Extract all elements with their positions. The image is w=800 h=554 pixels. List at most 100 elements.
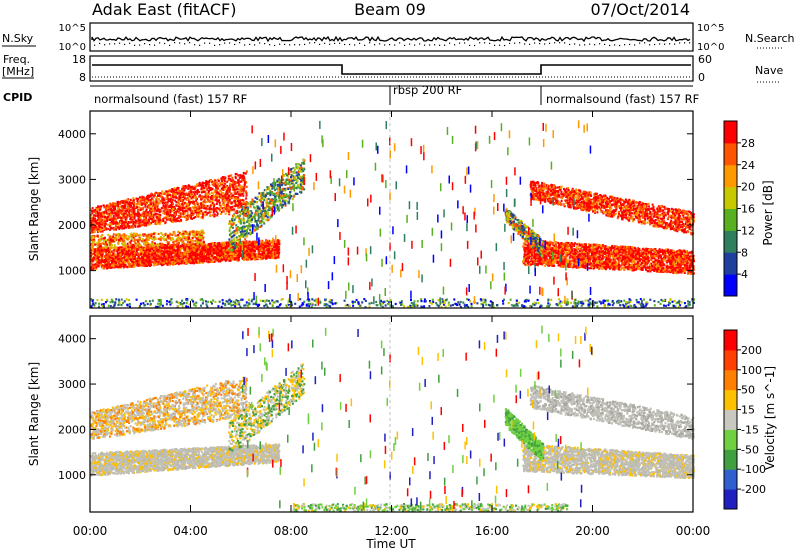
nsearch-dot xyxy=(504,44,506,47)
range-gate-cell xyxy=(194,208,197,212)
range-gate-cell xyxy=(184,244,187,247)
nsearch-dot xyxy=(629,43,631,45)
range-gate-cell xyxy=(197,213,200,216)
range-gate-cell xyxy=(199,256,202,259)
nsearch-dot xyxy=(239,42,241,44)
range-gate-cell xyxy=(260,242,263,245)
range-gate-cell xyxy=(203,255,206,258)
range-gate-cell xyxy=(179,262,182,265)
range-gate-cell xyxy=(203,251,206,254)
range-gate-cell xyxy=(160,193,163,196)
range-gate-cell xyxy=(224,255,227,258)
range-gate-cell xyxy=(145,221,147,225)
range-gate-cell xyxy=(189,247,192,250)
range-gate-cell xyxy=(259,245,262,248)
range-gate-cell xyxy=(103,206,105,209)
range-gate-cell xyxy=(191,206,194,209)
range-gate-cell xyxy=(143,249,146,252)
range-gate-cell xyxy=(102,204,105,207)
range-gate-cell xyxy=(223,247,226,250)
nsearch-dot xyxy=(459,42,461,44)
range-gate-cell xyxy=(114,248,117,251)
range-gate-cell xyxy=(156,206,159,210)
range-gate-cell xyxy=(180,190,183,193)
range-gate-cell xyxy=(202,261,205,264)
range-gate-cell xyxy=(267,249,269,252)
range-gate-cell xyxy=(229,184,232,187)
range-gate-cell xyxy=(238,202,240,205)
range-gate-cell xyxy=(122,247,125,250)
range-gate-cell xyxy=(186,253,189,257)
range-gate-cell xyxy=(120,220,123,223)
range-gate-cell xyxy=(126,208,129,212)
range-gate-cell xyxy=(248,256,251,259)
range-gate-cell xyxy=(230,201,233,204)
range-gate-cell xyxy=(137,215,140,218)
range-gate-cell xyxy=(165,253,167,256)
range-gate-cell xyxy=(223,256,226,259)
range-gate-cell xyxy=(243,186,246,189)
freq-right-tick-bottom: 0 xyxy=(698,71,705,84)
range-gate-cell xyxy=(225,242,228,245)
range-gate-cell xyxy=(145,197,148,200)
range-gate-cell xyxy=(106,216,109,219)
range-gate-cell xyxy=(178,211,181,214)
range-gate-cell xyxy=(132,197,135,200)
range-gate-cell xyxy=(104,264,107,267)
range-gate-cell xyxy=(121,262,124,266)
range-gate-cell xyxy=(235,254,237,257)
range-gate-cell xyxy=(213,244,216,247)
range-gate-cell xyxy=(119,256,122,259)
range-gate-cell xyxy=(251,245,254,248)
range-gate-cell xyxy=(119,246,122,249)
range-gate-cell xyxy=(273,253,276,256)
range-gate-cell xyxy=(117,207,120,210)
range-gate-cell xyxy=(229,252,232,255)
range-gate-cell xyxy=(206,205,209,208)
range-gate-cell xyxy=(183,210,186,213)
range-gate-cell xyxy=(212,196,215,199)
range-gate-cell xyxy=(154,212,157,215)
range-gate-cell xyxy=(137,225,140,228)
range-gate-cell xyxy=(203,245,206,248)
range-gate-cell xyxy=(222,246,225,250)
range-gate-cell xyxy=(275,256,278,259)
range-gate-cell xyxy=(213,242,216,245)
range-gate-cell xyxy=(205,195,208,199)
range-gate-cell xyxy=(128,207,130,210)
range-gate-cell xyxy=(188,231,191,234)
range-gate-cell xyxy=(222,196,225,199)
range-gate-cell xyxy=(93,211,96,214)
range-gate-cell xyxy=(261,255,264,259)
nsearch-dot xyxy=(574,43,576,45)
range-gate-cell xyxy=(220,250,223,253)
range-gate-cell xyxy=(231,256,234,260)
range-gate-cell xyxy=(151,205,154,208)
range-gate-cell xyxy=(184,255,187,258)
range-gate-cell xyxy=(162,197,165,200)
nsearch-dot xyxy=(539,43,541,45)
range-gate-cell xyxy=(115,220,118,224)
range-gate-cell xyxy=(143,243,145,246)
range-gate-cell xyxy=(223,205,226,208)
range-gate-cell xyxy=(96,253,99,256)
range-gate-cell xyxy=(167,193,170,196)
range-gate-cell xyxy=(245,253,248,257)
nsearch-dot xyxy=(184,43,186,45)
range-gate-cell xyxy=(142,207,144,211)
range-gate-cell xyxy=(118,264,121,267)
range-gate-cell xyxy=(234,175,237,178)
nsearch-dot xyxy=(99,42,101,44)
range-gate-cell xyxy=(120,205,123,208)
range-gate-cell xyxy=(217,191,220,194)
range-gate-cell xyxy=(261,251,264,254)
range-gate-cell xyxy=(124,223,127,226)
range-gate-cell xyxy=(99,263,102,266)
range-gate-cell xyxy=(119,201,122,204)
range-gate-cell xyxy=(206,182,208,185)
range-gate-cell xyxy=(172,220,175,224)
range-gate-cell xyxy=(151,194,154,197)
range-gate-cell xyxy=(182,190,184,193)
range-gate-cell xyxy=(228,199,231,203)
range-gate-cell xyxy=(225,249,228,252)
